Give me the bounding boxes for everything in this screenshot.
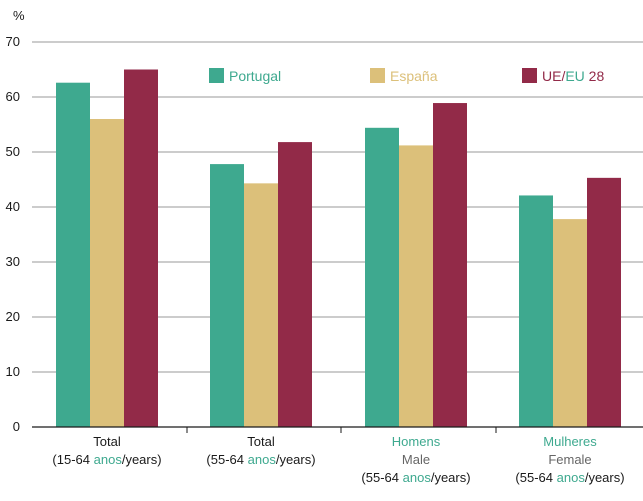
bar: [519, 195, 553, 427]
bar: [90, 119, 124, 427]
legend-item: UE/EU 28: [522, 68, 604, 84]
legend-label: España: [390, 68, 438, 84]
bar: [399, 145, 433, 427]
bar: [587, 177, 621, 427]
legend-item: Portugal: [209, 68, 281, 84]
x-category-label: Homens: [392, 434, 441, 449]
y-tick-label: 0: [13, 419, 20, 434]
y-tick-label: 40: [6, 199, 20, 214]
x-category-label: Total: [93, 434, 121, 449]
legend: Portugal España UE/EU 28: [209, 68, 604, 84]
bar: [553, 219, 587, 427]
legend-item: España: [370, 68, 438, 84]
y-tick-label: 30: [6, 254, 20, 269]
bar: [365, 127, 399, 428]
y-tick-label: 10: [6, 364, 20, 379]
y-axis: % 0 10 20 30 40 50 60 70: [6, 8, 25, 434]
bar: [244, 183, 278, 427]
x-category-label: Male: [402, 452, 430, 467]
x-category-label: (15-64 anos/years): [52, 452, 161, 467]
bars: [56, 69, 621, 428]
x-category-label: (55-64 anos/years): [515, 470, 624, 485]
bar: [124, 69, 158, 427]
bar: [433, 103, 467, 428]
legend-swatch: [370, 68, 385, 83]
x-category-label: Mulheres: [543, 434, 597, 449]
y-tick-label: 20: [6, 309, 20, 324]
bar: [210, 164, 244, 427]
bar: [278, 142, 312, 427]
legend-label: UE/EU 28: [542, 68, 604, 84]
x-category-label: (55-64 anos/years): [361, 470, 470, 485]
legend-swatch: [209, 68, 224, 83]
legend-swatch: [522, 68, 537, 83]
y-tick-label: 50: [6, 144, 20, 159]
x-category-label: Female: [548, 452, 591, 467]
y-tick-label: 70: [6, 34, 20, 49]
x-category-label: (55-64 anos/years): [206, 452, 315, 467]
x-category-label: Total: [247, 434, 275, 449]
y-unit-label: %: [13, 8, 25, 23]
y-tick-label: 60: [6, 89, 20, 104]
x-axis: Total (15-64 anos/years) Total (55-64 anos/…: [32, 426, 643, 485]
bar: [56, 82, 90, 427]
legend-label: Portugal: [229, 68, 281, 84]
